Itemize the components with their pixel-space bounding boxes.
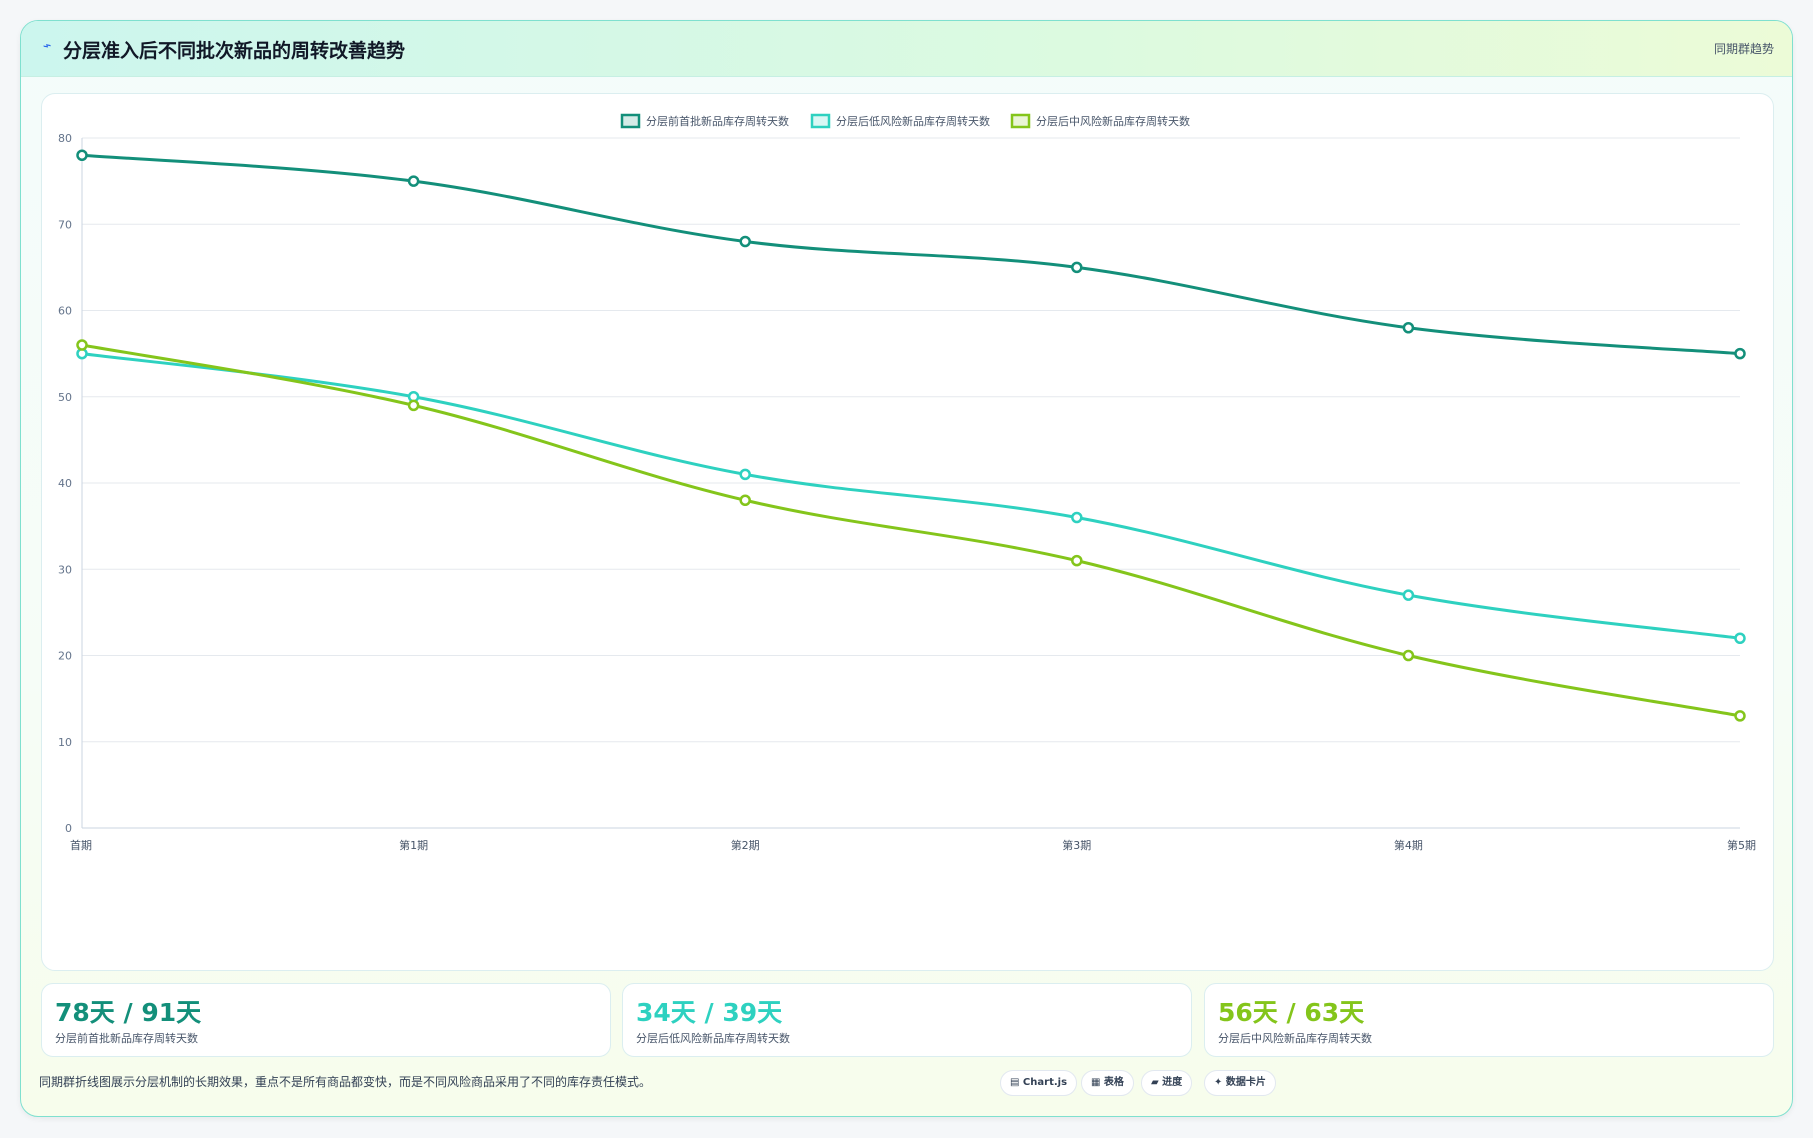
y-tick-label: 60 [58,305,72,318]
stat-label: 分层后中风险新品库存周转天数 [1218,1032,1372,1045]
data-point [1402,589,1415,601]
data-point [407,399,420,412]
chip-table[interactable]: ▦ 表格 [1081,1070,1134,1096]
stat-label: 分层后低风险新品库存周转天数 [636,1032,790,1045]
x-tick-label: 第4期 [1394,838,1423,852]
card-header: ⌁ 分层准入后不同批次新品的周转改善趋势 同期群趋势 [21,21,1792,77]
chip-progress[interactable]: ▰ 进度 [1141,1070,1193,1096]
legend-label: 分层前首批新品库存周转天数 [646,114,789,128]
y-tick-label: 50 [58,391,72,404]
stat-card-3: 56天 / 63天 分层后中风险新品库存周转天数 [1204,983,1774,1057]
stat-label: 分层前首批新品库存周转天数 [55,1032,198,1045]
y-tick-label: 20 [58,650,72,663]
stat-value: 78天 / 91天 [55,998,202,1027]
y-tick-label: 10 [58,736,72,749]
data-point [1402,649,1415,662]
series-line-1 [81,153,1741,356]
x-tick-label: 首期 [70,838,92,852]
data-point [76,149,88,161]
y-tick-label: 0 [65,822,72,835]
legend-swatch [810,113,831,129]
line-chart: 0 10 20 30 40 50 60 70 80 首期 第1期 第2期 第3期 第4期 第5期 分层前首批新… [58,113,1756,852]
x-tick-label: 第3期 [1062,838,1091,852]
stat-cards: 78天 / 91天 分层前首批新品库存周转天数 34天 / 39天 分层后低风险… [41,983,1774,1057]
x-tick-label: 第1期 [399,838,428,852]
data-point [1071,261,1083,274]
data-point [1734,710,1746,722]
y-tick-label: 40 [58,477,72,490]
card-tag: 同期群趋势 [1713,42,1774,56]
data-point [407,175,420,187]
series-line-2 [81,352,1741,640]
chip-data-card[interactable]: ✦ 数据卡片 [1204,1070,1276,1096]
stat-value: 34天 / 39天 [636,998,783,1027]
y-tick-label: 70 [58,218,72,231]
y-tick-label: 30 [58,563,72,576]
card-title: 分层准入后不同批次新品的周转改善趋势 [63,40,406,62]
footer-note: 同期群折线图展示分层机制的长期效果，重点不是所有商品都变快，而是不同风险商品采用… [39,1075,652,1089]
legend-swatch [620,113,641,129]
chip-chartjs[interactable]: ▤ Chart.js [1000,1070,1078,1096]
data-point [739,494,751,506]
trend-card: ⌁ 分层准入后不同批次新品的周转改善趋势 同期群趋势 0 10 20 30 40 50 60… [20,20,1793,1117]
x-tick-label: 第2期 [731,838,760,852]
chart-panel: 0 10 20 30 40 50 60 70 80 首期 第1期 第2期 第3期 第4期 第5期 分层前首批新… [41,93,1774,971]
data-point [1071,511,1083,524]
y-tick-label: 80 [58,132,72,145]
legend-label: 分层后中风险新品库存周转天数 [1036,114,1190,128]
data-point [1071,554,1083,567]
data-point [1402,322,1415,334]
legend-swatch [1010,113,1031,129]
legend-label: 分层后低风险新品库存周转天数 [836,114,990,128]
stat-value: 56天 / 63天 [1218,998,1365,1027]
stat-card-2: 34天 / 39天 分层后低风险新品库存周转天数 [622,983,1192,1057]
x-tick-label: 第5期 [1727,838,1756,852]
trend-line-icon: ⌁ [40,37,54,55]
data-point [1734,632,1746,644]
data-point [1734,347,1746,360]
series-line-3 [81,343,1741,718]
data-point [739,468,751,481]
data-point [739,235,751,248]
stat-card-1: 78天 / 91天 分层前首批新品库存周转天数 [41,983,611,1057]
data-point [76,339,88,351]
